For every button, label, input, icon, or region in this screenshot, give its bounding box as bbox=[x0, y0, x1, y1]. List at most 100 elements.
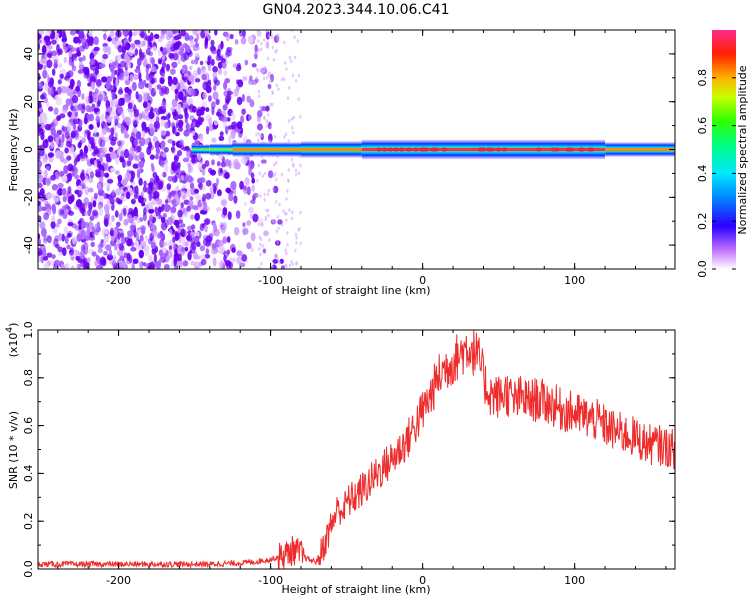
noise-speckle bbox=[257, 218, 264, 224]
noise-speckle bbox=[122, 30, 128, 36]
noise-speckle bbox=[213, 85, 217, 91]
noise-speckle bbox=[162, 30, 168, 35]
noise-speckle bbox=[189, 38, 194, 48]
noise-speckle bbox=[208, 117, 213, 126]
noise-speckle bbox=[133, 109, 139, 118]
noise-speckle bbox=[67, 196, 74, 205]
noise-speckle bbox=[190, 59, 196, 65]
y-tick-label: -40 bbox=[22, 236, 35, 254]
noise-speckle bbox=[42, 170, 47, 179]
noise-speckle bbox=[194, 188, 199, 194]
noise-speckle bbox=[190, 214, 195, 220]
snr-panel: -200 -100 0 100 0.0 0.2 0.4 0.6 0.8 1.0 Height o… bbox=[5, 321, 676, 596]
noise-speckle bbox=[38, 33, 42, 40]
noise-speckle bbox=[277, 87, 280, 92]
noise-speckle bbox=[183, 99, 187, 107]
noise-speckle bbox=[148, 36, 152, 46]
ridge-hotspot bbox=[412, 147, 419, 152]
noise-speckle bbox=[239, 180, 245, 190]
noise-speckle bbox=[236, 250, 243, 257]
noise-speckle bbox=[75, 156, 81, 163]
noise-speckle bbox=[175, 41, 182, 47]
noise-speckle bbox=[43, 212, 49, 221]
noise-speckle bbox=[174, 231, 179, 240]
noise-speckle bbox=[104, 136, 110, 143]
noise-speckle bbox=[81, 183, 86, 190]
noise-speckle bbox=[290, 216, 294, 221]
noise-speckle bbox=[45, 165, 51, 171]
noise-speckle bbox=[141, 121, 147, 130]
noise-speckle bbox=[93, 97, 97, 103]
noise-speckle bbox=[294, 232, 298, 237]
noise-speckle bbox=[154, 120, 160, 129]
noise-speckle bbox=[230, 180, 237, 190]
noise-speckle bbox=[138, 261, 143, 269]
noise-speckle bbox=[161, 72, 165, 79]
noise-speckle bbox=[103, 251, 108, 256]
noise-speckle bbox=[211, 106, 215, 116]
noise-speckle bbox=[160, 140, 166, 148]
noise-speckle bbox=[192, 69, 198, 79]
noise-speckle bbox=[101, 147, 107, 155]
noise-speckle bbox=[209, 169, 216, 176]
noise-speckle bbox=[38, 174, 44, 183]
noise-speckle bbox=[263, 192, 266, 197]
noise-speckle bbox=[110, 151, 116, 160]
noise-speckle bbox=[102, 45, 109, 53]
noise-speckle bbox=[170, 106, 176, 113]
noise-speckle bbox=[216, 111, 221, 117]
noise-speckle bbox=[205, 180, 212, 187]
x-tick-label: -200 bbox=[106, 574, 131, 587]
noise-speckle bbox=[125, 191, 131, 200]
noise-speckle bbox=[205, 248, 210, 255]
noise-speckle bbox=[168, 52, 175, 59]
noise-speckle bbox=[182, 213, 189, 218]
noise-speckle bbox=[275, 177, 278, 182]
noise-speckle bbox=[181, 236, 186, 247]
noise-speckle bbox=[202, 184, 206, 192]
noise-speckle bbox=[183, 129, 190, 137]
noise-speckle bbox=[61, 188, 67, 196]
ridge-hotspot bbox=[430, 147, 437, 152]
noise-speckle bbox=[252, 213, 259, 223]
noise-speckle bbox=[122, 75, 129, 81]
noise-speckle bbox=[51, 203, 56, 213]
noise-speckle bbox=[265, 76, 268, 80]
noise-speckle bbox=[85, 96, 90, 104]
noise-speckle bbox=[56, 115, 61, 121]
noise-speckle bbox=[107, 46, 111, 56]
noise-speckle bbox=[265, 118, 268, 123]
noise-speckle bbox=[73, 53, 78, 59]
noise-speckle bbox=[83, 72, 90, 79]
noise-speckle bbox=[48, 106, 54, 112]
noise-speckle bbox=[196, 33, 200, 41]
noise-speckle bbox=[278, 261, 281, 265]
noise-speckle bbox=[124, 42, 130, 51]
noise-speckle bbox=[212, 91, 219, 100]
noise-speckle bbox=[94, 260, 99, 267]
noise-speckle bbox=[57, 187, 63, 196]
noise-speckle bbox=[119, 87, 123, 93]
noise-speckle bbox=[233, 88, 239, 97]
noise-speckle bbox=[211, 159, 215, 166]
noise-speckle bbox=[109, 197, 115, 205]
noise-speckle bbox=[46, 52, 52, 58]
noise-speckle bbox=[138, 113, 143, 120]
noise-speckle bbox=[84, 129, 90, 135]
noise-speckle bbox=[155, 146, 160, 155]
noise-speckle bbox=[79, 251, 84, 259]
noise-speckle bbox=[148, 202, 154, 210]
noise-speckle bbox=[165, 43, 170, 49]
noise-speckle bbox=[180, 30, 186, 37]
noise-speckle bbox=[265, 30, 268, 33]
noise-speckle bbox=[143, 207, 147, 216]
noise-speckle bbox=[78, 189, 84, 195]
noise-speckle bbox=[224, 171, 230, 180]
noise-speckle bbox=[274, 50, 277, 54]
noise-speckle bbox=[83, 197, 90, 206]
noise-speckle bbox=[76, 264, 80, 269]
noise-speckle bbox=[171, 175, 178, 183]
noise-speckle bbox=[220, 225, 226, 234]
noise-speckle bbox=[192, 121, 196, 128]
noise-speckle bbox=[240, 115, 245, 124]
